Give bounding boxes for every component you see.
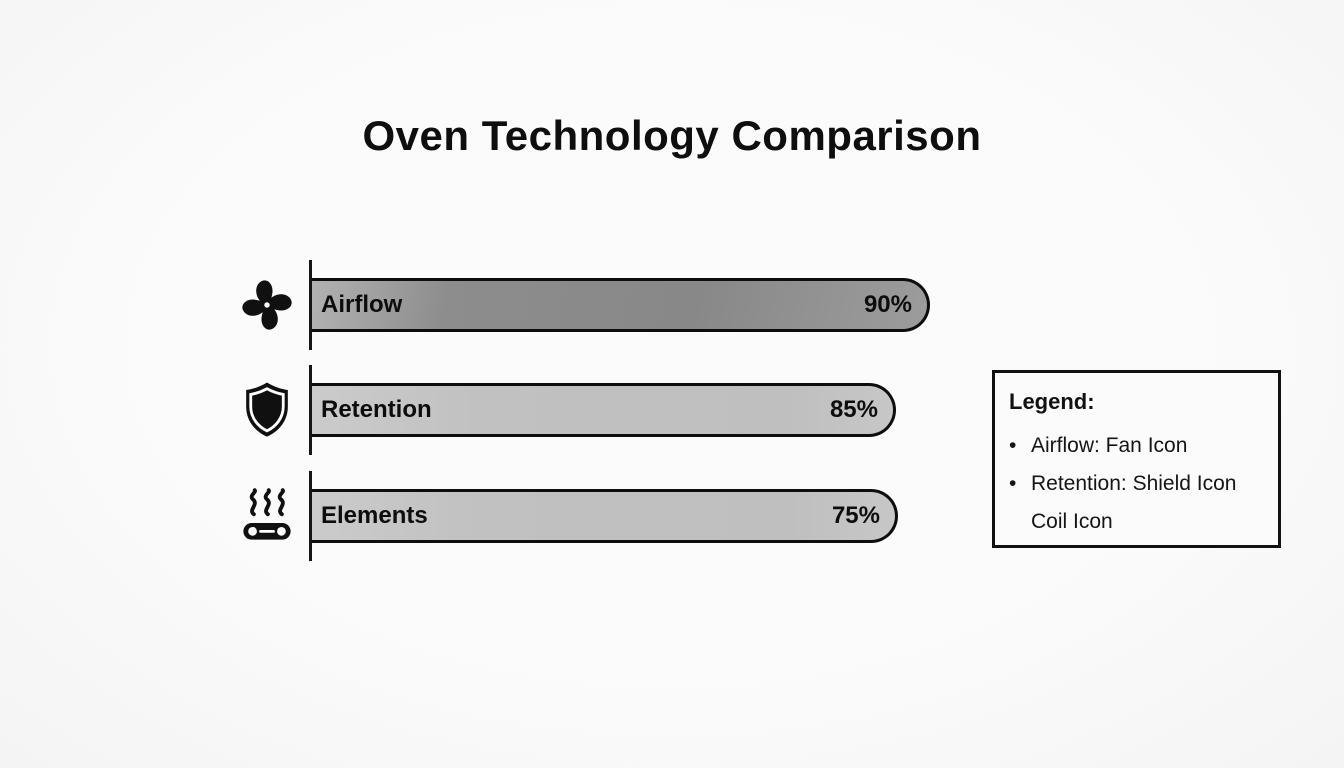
bar-value: 85% [829,396,878,423]
bar-label: Airflow [321,291,403,318]
coil-icon [238,486,296,546]
legend-item-coil: Coil Icon [1009,503,1264,541]
chart-title: Oven Technology Comparison [362,112,982,159]
bar-row-retention: Retention 85% [0,365,1344,455]
bar-elements: Elements 75% [312,489,898,543]
coil-icon-svg [243,488,291,540]
bar-label: Retention [321,396,432,423]
legend-title: Legend: [1009,389,1095,414]
shield-icon [238,380,296,440]
axis-tick [309,365,312,455]
bar-row-airflow: Airflow 90% [0,260,1344,350]
bullet-icon: • [1009,472,1017,495]
bar-value: 90% [863,291,912,318]
fan-icon [238,275,296,335]
bar-airflow: Airflow 90% [312,278,930,332]
legend-item-airflow: • Airflow: Fan Icon [1009,427,1264,465]
fan-icon-svg [242,280,292,330]
bar-label: Elements [321,502,428,529]
legend-item-text: Airflow: Fan Icon [1031,434,1188,457]
bar-row-elements: Elements 75% [0,471,1344,561]
bar-retention: Retention 85% [312,383,896,437]
legend-item-text: Coil Icon [1031,510,1113,533]
legend-item-retention: • Retention: Shield Icon [1009,465,1264,503]
shield-icon-svg [246,382,288,437]
axis-tick [309,260,312,350]
bullet-icon: • [1009,434,1017,457]
axis-tick [309,471,312,561]
bar-value: 75% [831,502,880,529]
legend-item-text: Retention: Shield Icon [1031,472,1237,495]
legend-box: Legend: • Airflow: Fan Icon • Retention:… [992,370,1281,548]
bullet-icon [1009,503,1031,541]
